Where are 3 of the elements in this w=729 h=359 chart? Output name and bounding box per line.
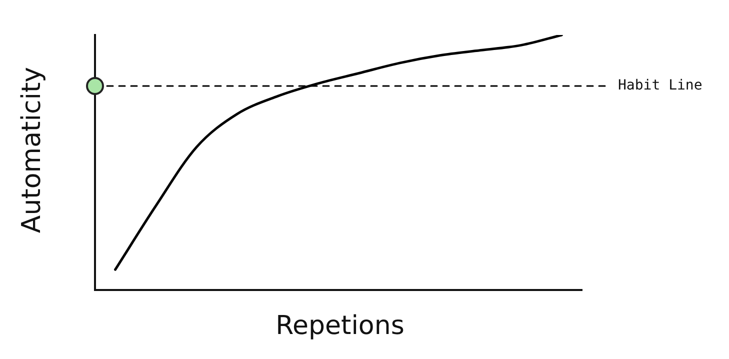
ref-line-label: Habit Line	[618, 78, 702, 94]
y-axis-title: Automaticity	[16, 66, 47, 234]
x-axis-title: Repetions	[276, 310, 404, 341]
